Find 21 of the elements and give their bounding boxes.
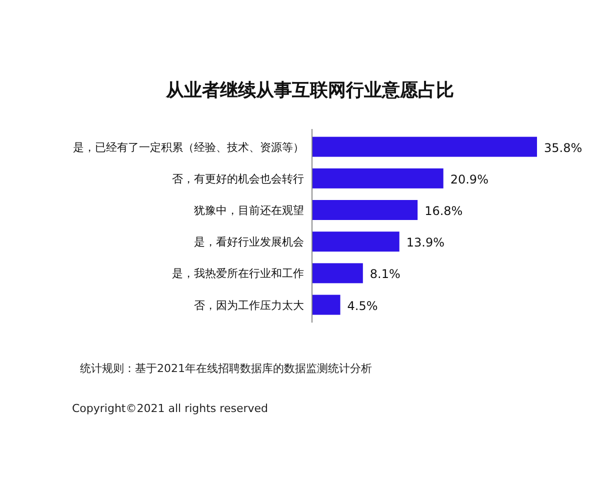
data-label: 4.5% (347, 298, 378, 313)
bar (312, 263, 363, 284)
chart-title: 从业者继续从事互联网行业意愿占比 (165, 80, 454, 101)
data-label: 20.9% (450, 172, 488, 186)
y-tick-label: 是，我热爱所在行业和工作 (172, 267, 304, 280)
y-tick-label: 否，因为工作压力太大 (194, 298, 304, 312)
y-tick-label: 犹豫中，目前还在观望 (194, 204, 304, 217)
data-label: 16.8% (424, 204, 463, 218)
y-tick-label: 否，有更好的机会也会转行 (172, 172, 304, 186)
data-label: 35.8% (544, 140, 582, 155)
data-label: 8.1% (370, 267, 400, 282)
bar (312, 232, 400, 252)
y-tick-label: 是，看好行业发展机会 (194, 236, 304, 249)
text: 统计规则：基于2021年在线招聘数据库的数据监测统计分析 (80, 362, 372, 375)
bar (312, 168, 444, 188)
data-label: 13.9% (406, 236, 444, 250)
y-tick-label: 是，已经有了一定积累（经验、技术、资源等） (73, 140, 304, 154)
bar (312, 136, 537, 157)
text: Copyright©2021 all rights reserved (72, 402, 268, 415)
bar (312, 294, 340, 315)
bar (312, 200, 418, 220)
